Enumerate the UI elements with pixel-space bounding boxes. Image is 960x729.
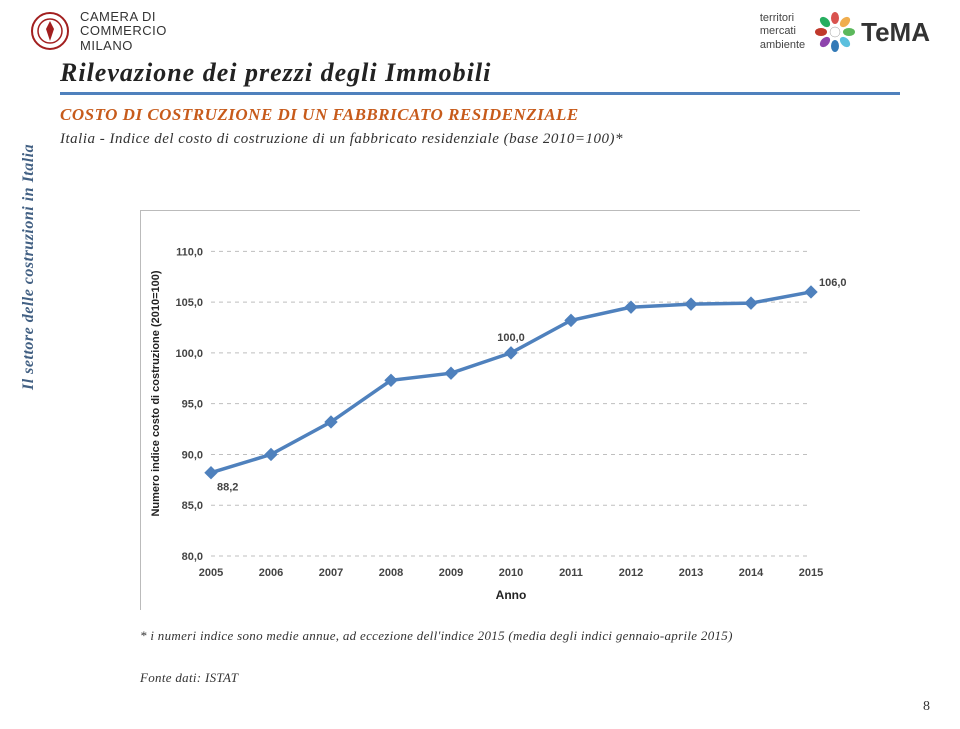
svg-text:2012: 2012 xyxy=(619,567,643,579)
side-section-label: Il settore delle costruzioni in Italia xyxy=(20,144,38,390)
svg-text:2011: 2011 xyxy=(559,567,583,579)
data-source: Fonte dati: ISTAT xyxy=(140,670,238,686)
svg-text:100,0: 100,0 xyxy=(497,332,525,344)
svg-text:88,2: 88,2 xyxy=(217,482,238,494)
svg-text:Anno: Anno xyxy=(496,588,527,602)
svg-text:2013: 2013 xyxy=(679,567,703,579)
svg-text:80,0: 80,0 xyxy=(182,551,203,563)
svg-text:2015: 2015 xyxy=(799,567,823,579)
brand-line2: COMMERCIO xyxy=(80,24,167,38)
svg-text:2014: 2014 xyxy=(739,567,764,579)
svg-text:100,0: 100,0 xyxy=(175,348,203,360)
svg-text:2009: 2009 xyxy=(439,567,463,579)
svg-text:106,0: 106,0 xyxy=(819,277,847,289)
svg-text:85,0: 85,0 xyxy=(182,500,203,512)
tema-flower-icon xyxy=(813,10,857,54)
svg-text:2008: 2008 xyxy=(379,567,403,579)
title-rule xyxy=(60,92,900,95)
page-title: Rilevazione dei prezzi degli Immobili xyxy=(60,58,900,88)
subtitle: COSTO DI COSTRUZIONE DI UN FABBRICATO RE… xyxy=(60,105,900,125)
svg-text:Numero indice costo di costruz: Numero indice costo di costruzione (2010… xyxy=(150,270,162,516)
svg-text:2006: 2006 xyxy=(259,567,283,579)
header-bar: CAMERA DI COMMERCIO MILANO territori mer… xyxy=(0,0,960,54)
chart-svg: 80,0 85,0 90,0 95,0 100,0 105,0 110,0 2005 2006 2… xyxy=(141,211,861,611)
svg-text:95,0: 95,0 xyxy=(182,399,203,411)
line-chart: 80,0 85,0 90,0 95,0 100,0 105,0 110,0 2005 2006 2… xyxy=(140,210,860,610)
tema-text: TeMA xyxy=(861,17,930,48)
left-brand: CAMERA DI COMMERCIO MILANO xyxy=(30,10,167,53)
footnote: * i numeri indice sono medie annue, ad e… xyxy=(140,628,733,644)
brand-line3: MILANO xyxy=(80,39,167,53)
right-brand: territori mercati ambiente xyxy=(760,10,930,54)
chamber-logo-icon xyxy=(30,11,70,51)
brand-text: CAMERA DI COMMERCIO MILANO xyxy=(80,10,167,53)
svg-text:105,0: 105,0 xyxy=(175,297,203,309)
page-number: 8 xyxy=(923,699,930,715)
svg-text:2010: 2010 xyxy=(499,567,523,579)
svg-text:2007: 2007 xyxy=(319,567,343,579)
subtitle-2: Italia - Indice del costo di costruzione… xyxy=(60,131,900,148)
brand-line1: CAMERA DI xyxy=(80,10,167,24)
svg-text:2005: 2005 xyxy=(199,567,223,579)
svg-text:90,0: 90,0 xyxy=(182,449,203,461)
tema-logo: TeMA xyxy=(813,10,930,54)
tema-words: territori mercati ambiente xyxy=(760,12,805,52)
svg-text:110,0: 110,0 xyxy=(176,246,203,258)
title-block: Rilevazione dei prezzi degli Immobili CO… xyxy=(0,58,960,148)
